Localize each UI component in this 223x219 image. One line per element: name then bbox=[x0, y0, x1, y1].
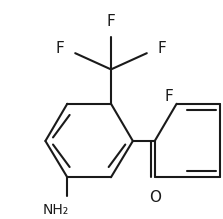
Text: F: F bbox=[56, 41, 65, 56]
Text: F: F bbox=[157, 41, 166, 56]
Text: O: O bbox=[149, 190, 161, 205]
Text: F: F bbox=[165, 89, 174, 104]
Text: F: F bbox=[107, 14, 115, 29]
Text: NH₂: NH₂ bbox=[42, 203, 68, 217]
